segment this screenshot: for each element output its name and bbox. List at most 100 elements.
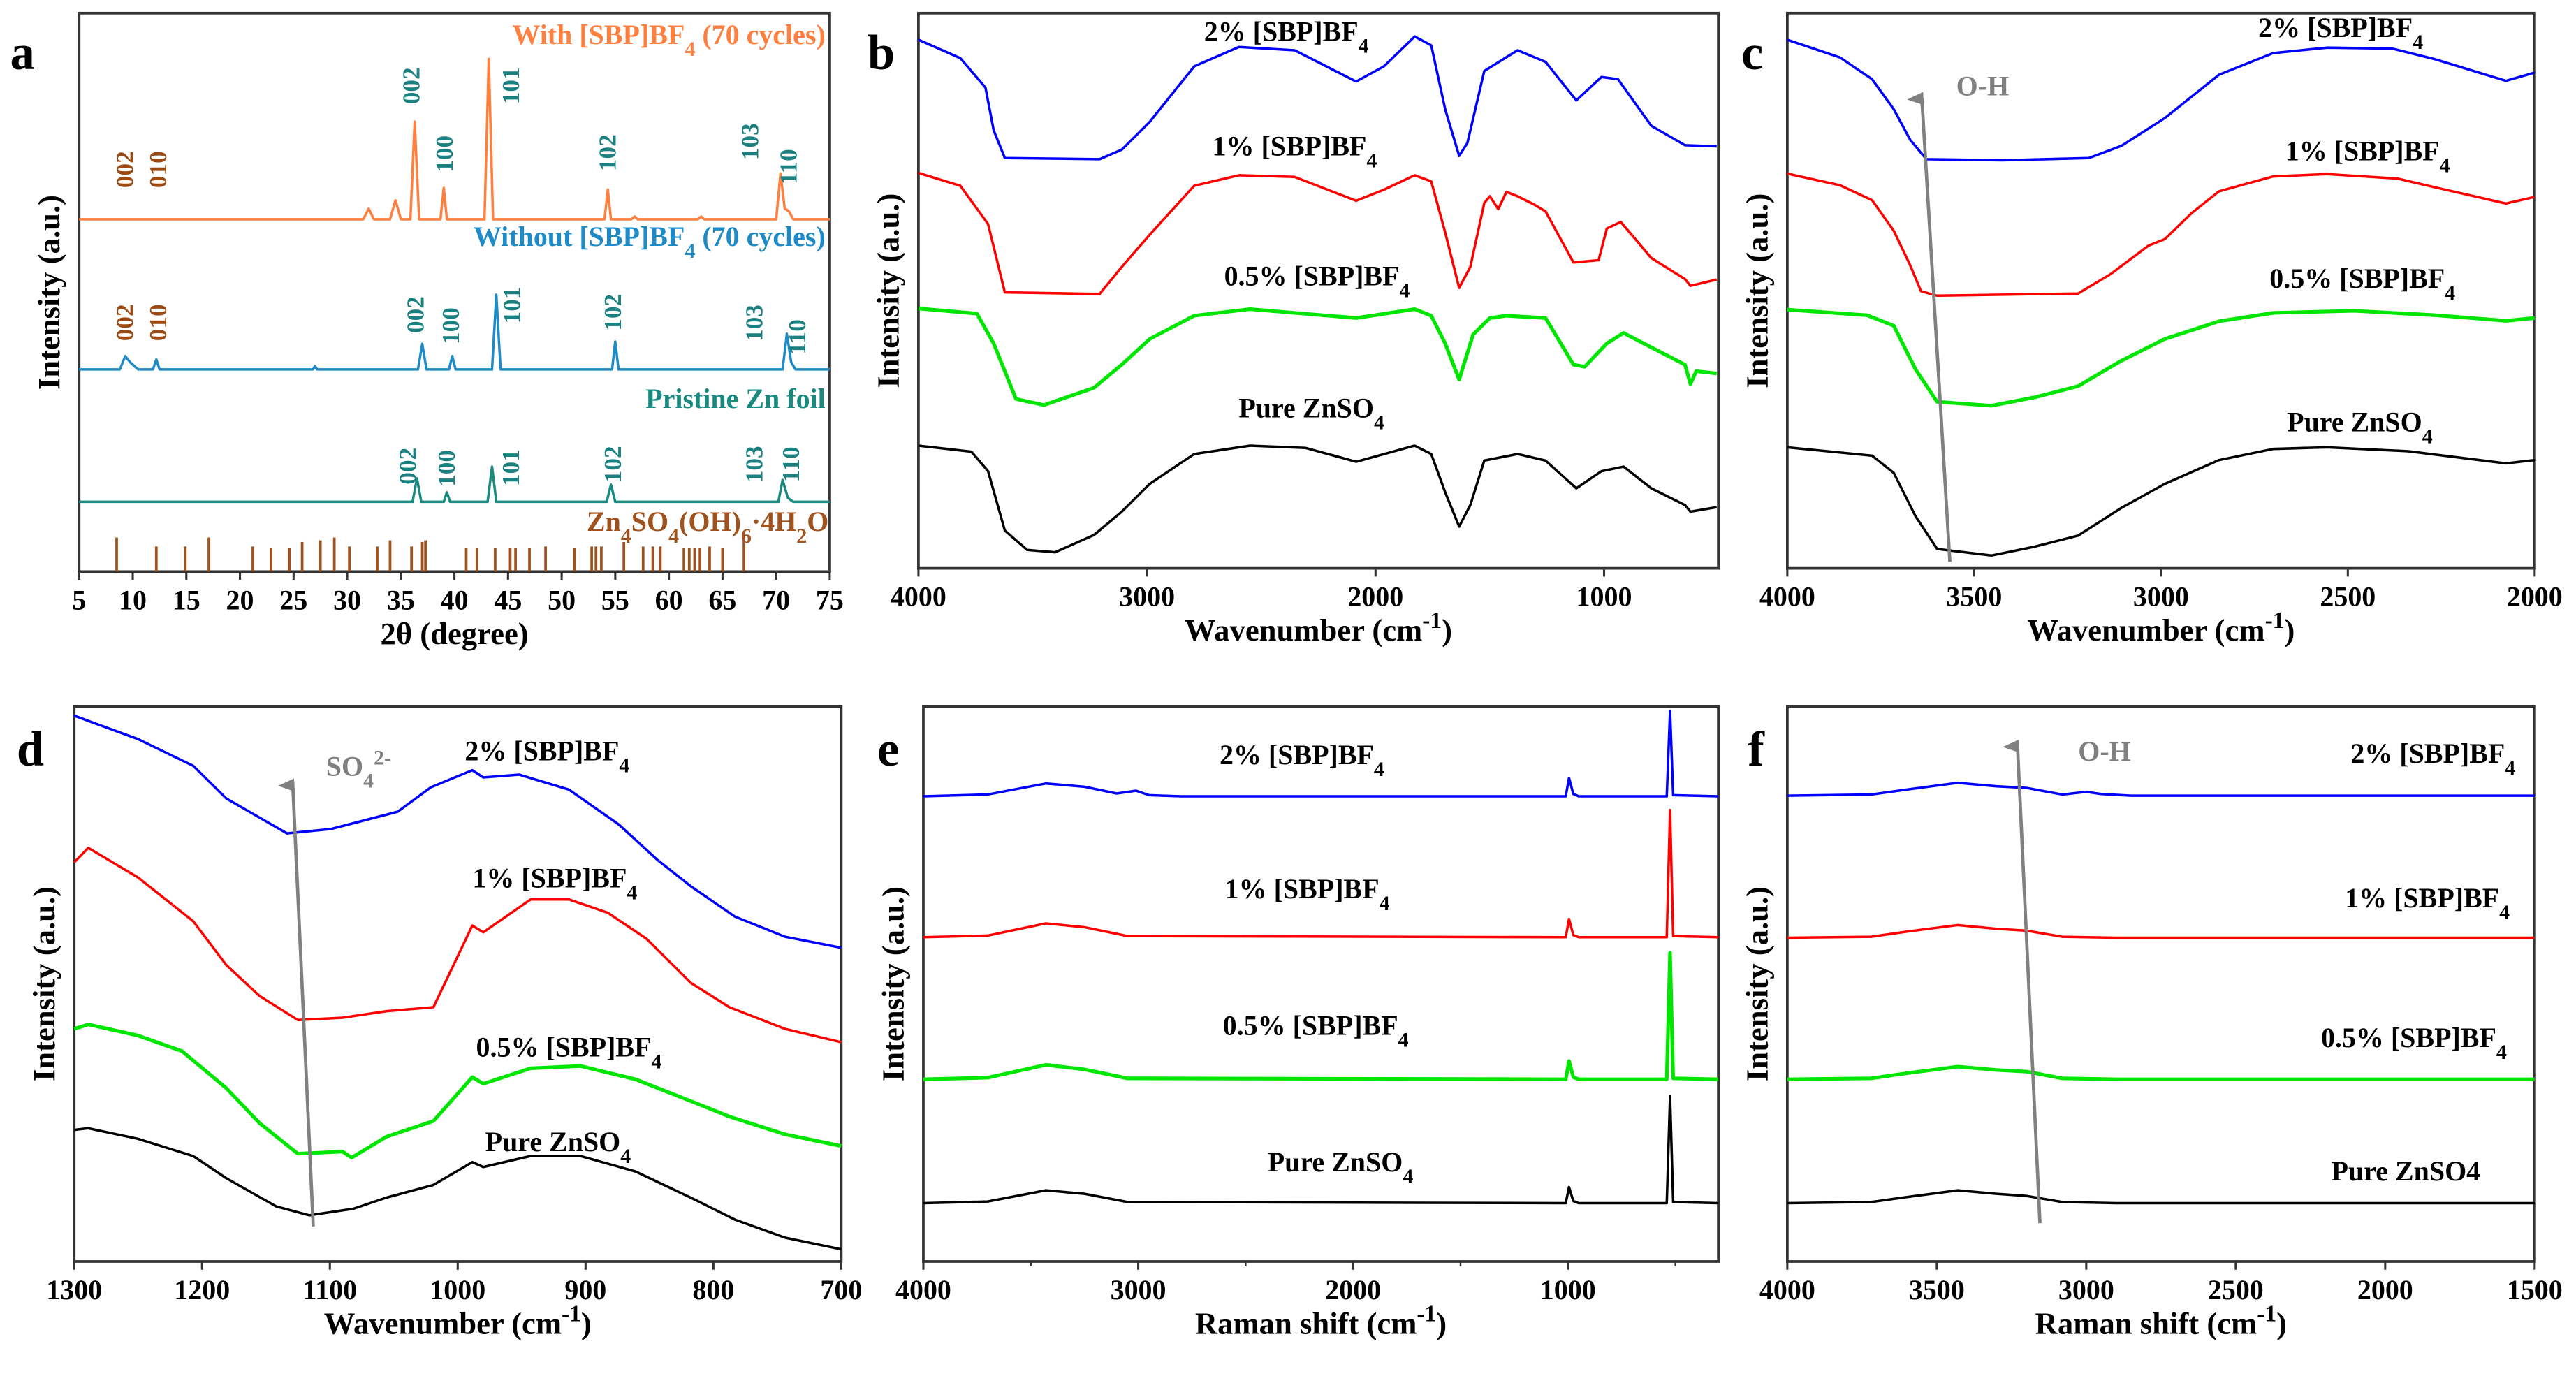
subscript: 4 [685,37,695,60]
series-label: Pure ZnSO4 [2287,406,2433,448]
text-run: Pure ZnSO [1238,392,1374,423]
y-axis-title: Intensity (a.u.) [31,195,66,390]
panel-a: a 5 10 15 20 25 30 35 40 45 50 55 60 65 70 75 2θ (degree… [10,11,844,651]
series-line [73,847,842,1044]
series-line [1787,1064,2535,1081]
subscript: 4 [1398,1028,1409,1051]
subscript: 2 [796,524,807,547]
text-run: (70 cycles) [695,19,825,50]
text-run: Pristine Zn foil [645,383,826,414]
series-line [74,1127,842,1251]
text-run: Pure ZnSO [485,1126,621,1157]
series-line [918,35,1717,161]
series-label: 0.5% [SBP]BF4 [1224,260,1410,302]
series-line [1787,1189,2535,1205]
peak-label: 100 [433,450,460,487]
series-label: 1% [SBP]BF4 [1225,873,1390,915]
text-run: ) [581,1305,592,1340]
series-line [918,307,1718,407]
peak-label: 101 [499,287,526,324]
series-line [79,293,830,371]
peak-label: 102 [599,446,627,483]
series-line [1787,307,2535,408]
x-tick-label: 35 [387,584,415,615]
subscript: 4 [1374,411,1384,434]
text-run: With [SBP]BF [512,19,685,50]
y-axis-title: Intensity (a.u.) [27,886,61,1081]
x-tick-label: 1000 [430,1274,485,1305]
series-label: 1% [SBP]BF4 [472,862,637,904]
text-run: 1% [SBP]BF [2345,882,2499,914]
series-line [923,1095,1719,1205]
text-run: 2% [SBP]BF [2258,12,2413,43]
text-run: Intensity (a.u.) [871,193,906,388]
x-tick-label: 30 [333,584,361,615]
text-run: 0.5% [SBP]BF [2269,263,2445,294]
panel-b: b 4000 3000 2000 1000 Wavenumber (cm-1) Intens… [868,11,1720,647]
superscript: 2- [374,746,391,769]
peak-label: 102 [594,134,621,171]
panel-d: d 1300 1200 1100 1000 900 800 700 Wavenumber (cm… [17,705,862,1340]
series-label: Pure ZnSO4 [485,1126,631,1167]
text-run: Intensity (a.u.) [876,886,911,1081]
x-tick-label: 2000 [1347,581,1403,613]
arrow-label: SO42- [326,746,391,792]
x-tick-label: 65 [708,584,736,615]
text-run: 2θ (degree) [380,616,528,651]
x-tick-label: 1200 [174,1274,230,1305]
superscript: -1 [2265,608,2285,634]
text-run: 2% [SBP]BF [1220,739,1374,770]
x-tick-label: 2500 [2320,581,2376,613]
arrow-label: O-H [1956,70,2010,101]
series-label: 2% [SBP]BF4 [1204,16,1369,58]
y-axis-title: Intensity (a.u.) [876,886,911,1081]
text-run: 0.5% [SBP]BF [1223,1010,1398,1041]
text-run: Pure ZnSO [1268,1146,1403,1178]
y-axis-title: Intensity (a.u.) [1740,886,1775,1081]
subscript: 4 [1359,34,1369,57]
peak-label: 101 [497,67,525,104]
plot-frame [922,705,1720,1263]
text-run: Intensity (a.u.) [31,195,66,390]
x-tick-label: 20 [226,584,254,615]
x-tick-label: 75 [816,584,844,615]
x-tick-label: 70 [762,584,790,615]
series-label: 2% [SBP]BF4 [464,735,629,777]
x-tick-label: 10 [119,584,147,615]
subscript: 4 [621,524,631,547]
peak-label: 103 [741,305,768,342]
trend-arrow [1907,92,1952,562]
panel-letter: e [877,722,899,777]
x-tick-label: 800 [692,1274,734,1305]
x-tick-label: 2000 [2357,1274,2413,1305]
y-axis-title: Intensity (a.u.) [871,193,906,388]
series-label: 1% [SBP]BF4 [2285,135,2450,177]
x-axis-title: Raman shift (cm-1) [2035,1301,2287,1341]
peak-label: 002 [397,67,425,104]
x-tick-label: 4000 [1759,581,1815,613]
x-tick-label: 3000 [1119,581,1175,613]
text-run: O-H [2078,736,2131,767]
x-tick-label: 4000 [1759,1274,1815,1305]
x-tick-label: 1000 [1540,1274,1596,1305]
subscript: 4 [2422,425,2433,448]
x-tick-label: 2000 [1325,1274,1381,1305]
series-line [923,709,1719,798]
plot-frame [1785,705,2536,1263]
series-line [923,951,1719,1081]
peak-label: 102 [599,294,627,331]
text-run: O-H [1956,70,2010,101]
subscript: 4 [651,1050,661,1073]
text-run: 2% [SBP]BF [2350,738,2505,769]
peak-label: 002 [395,448,422,485]
subscript: 6 [741,524,752,547]
text-run: Intensity (a.u.) [27,886,61,1081]
peak-label: 100 [437,307,464,344]
series-line [923,809,1719,939]
peak-label: 100 [431,136,458,173]
text-run: 1% [SBP]BF [472,862,627,893]
peak-label: 010 [145,151,172,188]
subscript: 4 [363,769,374,792]
series-line [79,465,830,504]
